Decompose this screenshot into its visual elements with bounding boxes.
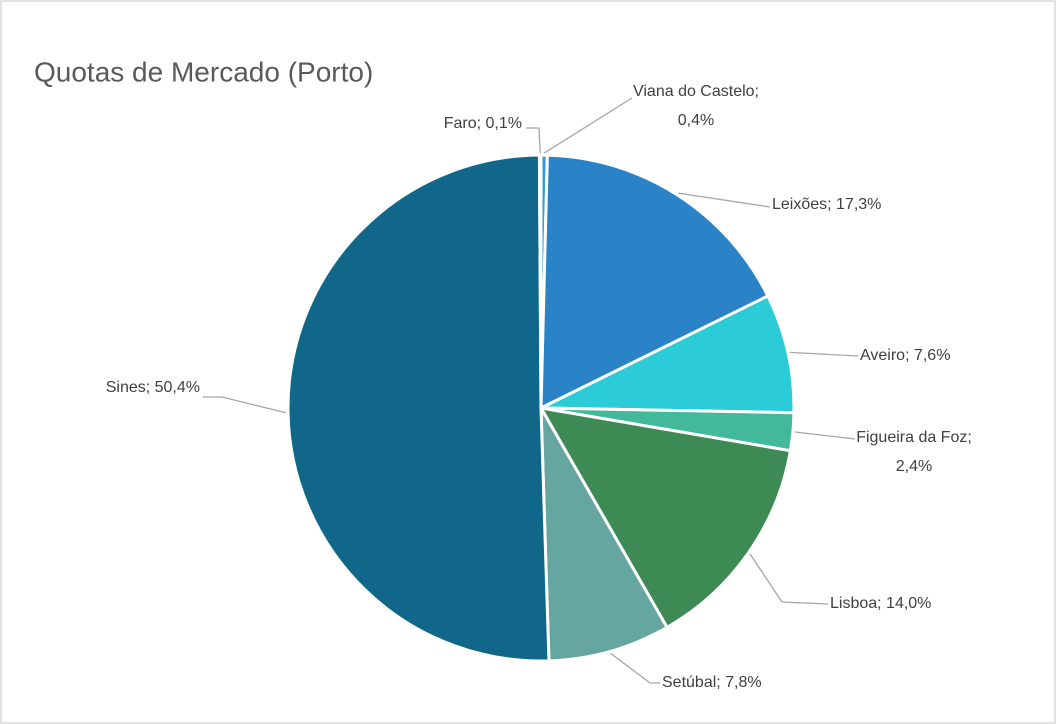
pie-slice xyxy=(539,294,796,415)
leader-line xyxy=(203,396,287,414)
data-label: Figueira da Foz; 2,4% xyxy=(856,429,972,475)
chart-title: Quotas de Mercado (Porto) xyxy=(34,56,373,87)
pie-slice xyxy=(286,153,551,663)
leader-line xyxy=(610,652,660,684)
leader-line xyxy=(749,553,829,605)
data-label-line: Viana do Castelo; xyxy=(633,83,759,100)
data-label: Sines; 50,4% xyxy=(106,379,200,396)
data-label: Setúbal; 7,8% xyxy=(662,674,762,691)
data-label-line: 0,4% xyxy=(678,112,714,129)
data-label: Lisboa; 14,0% xyxy=(830,595,931,612)
data-label: Leixões; 17,3% xyxy=(772,196,881,213)
data-label-line: 2,4% xyxy=(896,458,932,475)
data-label: Aveiro; 7,6% xyxy=(860,347,950,364)
pie-slice xyxy=(537,153,543,410)
leader-line xyxy=(526,127,541,154)
leader-line xyxy=(543,97,633,154)
data-label: Viana do Castelo; 0,4% xyxy=(633,83,759,129)
leader-line xyxy=(789,351,859,357)
leader-line xyxy=(678,192,771,208)
pie-slice xyxy=(539,406,792,629)
data-label: Faro; 0,1% xyxy=(444,115,522,132)
pie-slice xyxy=(539,153,770,410)
leader-line xyxy=(794,431,856,440)
data-label-line: Figueira da Foz; xyxy=(856,429,972,446)
pie-slice xyxy=(539,406,669,663)
